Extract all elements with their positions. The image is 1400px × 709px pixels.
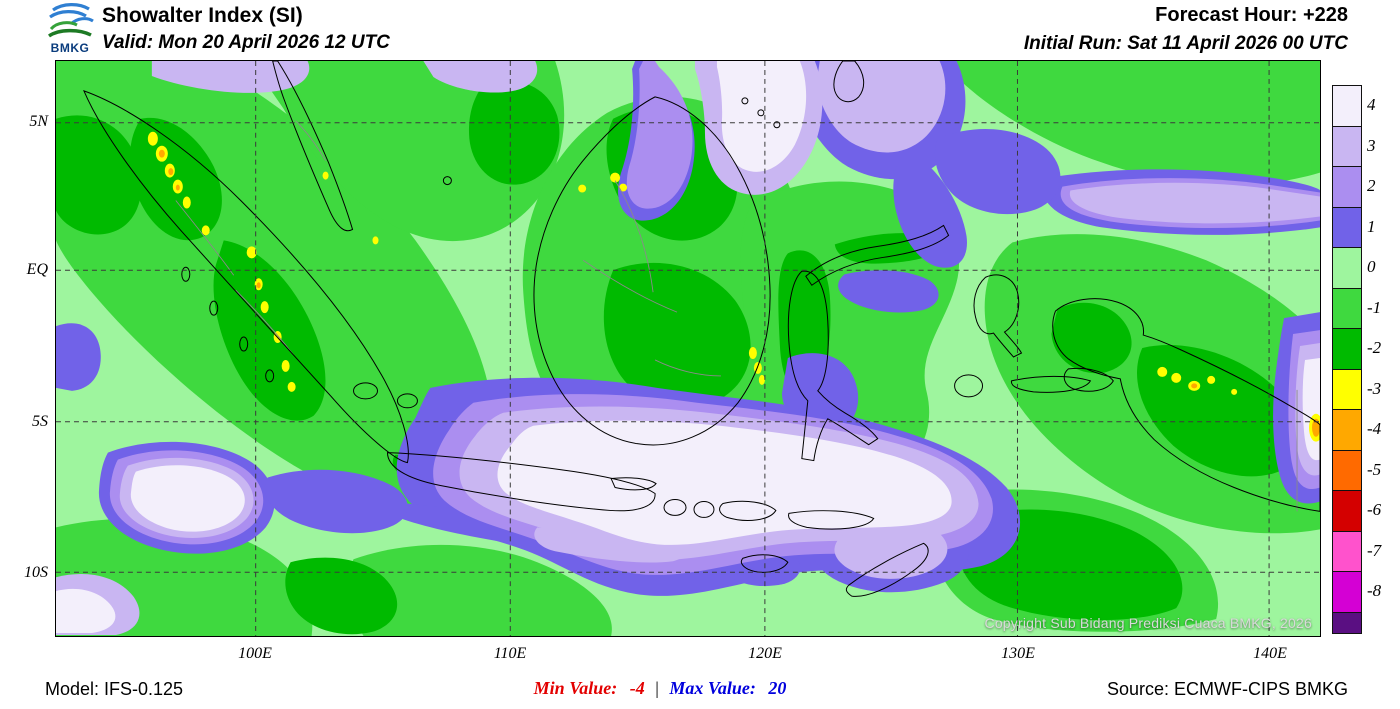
initial-run-label: Initial Run: Sat 11 April 2026 00 UTC — [1023, 33, 1348, 54]
copyright-notice: Copyright Sub Bidang Prediksi Cuaca BMKG… — [984, 615, 1312, 631]
forecast-hour-label: Forecast Hour: +228 — [1155, 4, 1348, 26]
page-title: Showalter Index (SI) — [102, 4, 303, 27]
lat-label-10S: 10S — [24, 564, 48, 581]
colorbar-label--8: -8 — [1367, 581, 1382, 600]
minmax-separator: | — [655, 678, 659, 698]
colorbar-cell-bottom — [1333, 612, 1361, 633]
colorbar — [1332, 85, 1362, 634]
colorbar-label-0: 0 — [1367, 257, 1376, 276]
colorbar-cell--4 — [1333, 410, 1361, 451]
lon-label-100E: 100E — [238, 645, 272, 662]
colorbar-cell--5 — [1333, 450, 1361, 491]
colorbar-cell--7 — [1333, 531, 1361, 572]
colorbar-label-4: 4 — [1367, 95, 1376, 114]
colorbar-label-3: 3 — [1367, 135, 1376, 155]
max-value-label: Max Value: — [669, 678, 756, 698]
map-grid-layer — [56, 61, 1320, 636]
max-value: 20 — [768, 678, 787, 698]
colorbar-cell--2 — [1333, 329, 1361, 370]
colorbar-label--2: -2 — [1367, 338, 1382, 357]
colorbar-cell--8 — [1333, 572, 1361, 613]
forecast-map: Copyright Sub Bidang Prediksi Cuaca BMKG… — [55, 60, 1321, 637]
colorbar-cell-2 — [1333, 167, 1361, 208]
colorbar-label-2: 2 — [1367, 176, 1376, 195]
colorbar-label--1: -1 — [1367, 297, 1382, 317]
colorbar-cell-0 — [1333, 248, 1361, 289]
colorbar-cell-3 — [1333, 126, 1361, 167]
lat-label-5S: 5S — [32, 413, 48, 430]
min-value: -4 — [629, 678, 645, 698]
bmkg-logo-label: BMKG — [50, 41, 90, 55]
colorbar-cell--6 — [1333, 491, 1361, 532]
colorbar-cell--3 — [1333, 369, 1361, 410]
map-graphic — [56, 61, 1320, 636]
valid-time-label: Valid: Mon 20 April 2026 12 UTC — [102, 32, 390, 53]
map-yellow-spots-layer — [147, 131, 1320, 442]
colorbar-label--6: -6 — [1367, 500, 1382, 519]
minmax-values: Min Value: -4 | Max Value: 20 — [0, 678, 1320, 699]
header-right-block: Forecast Hour: +228 Initial Run: Sat 11 … — [1024, 4, 1348, 55]
lon-label-130E: 130E — [1001, 645, 1035, 662]
source-label: Source: ECMWF-CIPS BMKG — [1106, 679, 1348, 699]
colorbar-label--7: -7 — [1367, 540, 1382, 560]
model-label: Model: IFS-0.125 — [45, 679, 184, 699]
map-pale-layer — [56, 61, 1320, 634]
colorbar-label--3: -3 — [1367, 378, 1382, 398]
lat-label-EQ: EQ — [26, 261, 48, 278]
colorbar-label--4: -4 — [1367, 419, 1382, 438]
colorbar-label--5: -5 — [1367, 459, 1382, 479]
lat-label-5N: 5N — [29, 113, 48, 130]
lon-label-120E: 120E — [748, 645, 782, 662]
min-value-label: Min Value: — [533, 678, 618, 698]
colorbar-cell--1 — [1333, 288, 1361, 329]
colorbar-cell-1 — [1333, 207, 1361, 248]
bmkg-logo-graphic — [48, 3, 94, 38]
colorbar-label-1: 1 — [1367, 216, 1376, 236]
colorbar-cell-4 — [1333, 86, 1361, 127]
bmkg-logo: BMKG — [44, 2, 96, 58]
lon-label-110E: 110E — [493, 645, 527, 662]
lon-label-140E: 140E — [1253, 645, 1287, 662]
